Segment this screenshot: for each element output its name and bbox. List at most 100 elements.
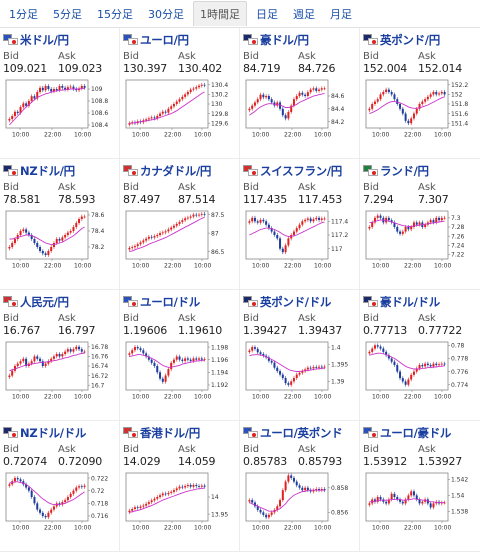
y-tick-label: 108.4 [91, 122, 108, 129]
y-tick-label: 16.7 [91, 382, 105, 389]
candle [55, 89, 58, 91]
x-tick-label: 22:00 [44, 263, 61, 270]
candle [64, 87, 67, 90]
pair-name-link[interactable]: NZドル/円 [20, 163, 75, 178]
pair-name-link[interactable]: スイスフラン/円 [260, 163, 342, 178]
candle [172, 359, 175, 363]
pair-name-link[interactable]: 香港ドル/円 [140, 425, 200, 440]
pair-name-link[interactable]: 米ドル/円 [20, 32, 69, 47]
tab-2[interactable]: 15分足 [97, 7, 133, 21]
pair-name-link[interactable]: ユーロ/豪ドル [380, 425, 452, 440]
bid-value: 130.397 [123, 62, 168, 75]
candle [256, 506, 259, 510]
tab-1[interactable]: 5分足 [53, 7, 82, 21]
price-chart[interactable]: 78.6 78.4 78.2 10:00 22:00 10:00 [3, 209, 117, 271]
currency-pair-card[interactable]: 香港ドル/円 Bid Ask 14.029 14.059 14 13.95 10:00 22:0… [120, 421, 240, 552]
candle [164, 493, 167, 495]
candle [142, 505, 145, 507]
currency-pair-card[interactable]: ユーロ/円 Bid Ask 130.397 130.402 130.4 130.2 130 12… [120, 28, 240, 159]
currency-pair-card[interactable]: NZドル/ドル Bid Ask 0.72074 0.72090 0.722 0.72 0.71… [0, 421, 120, 552]
candle [128, 123, 131, 125]
x-tick-label: 22:00 [164, 525, 181, 532]
candle [259, 219, 262, 223]
pair-name-link[interactable]: 豪ドル/円 [260, 32, 309, 47]
candle [142, 350, 145, 354]
candle [251, 500, 254, 503]
bid-label: Bid [123, 313, 139, 324]
candle [306, 487, 309, 491]
pair-name-link[interactable]: 人民元/円 [20, 294, 69, 309]
plot-frame [245, 210, 329, 260]
currency-pair-card[interactable]: 豪ドル/円 Bid Ask 84.719 84.726 84.6 84.4 84.2 10:00… [240, 28, 360, 159]
candle [55, 239, 58, 243]
pair-name-link[interactable]: ユーロ/ドル [140, 294, 200, 309]
bid-label: Bid [363, 444, 379, 455]
candle [181, 359, 184, 361]
candle [376, 99, 379, 102]
candle [385, 217, 388, 223]
tab-7[interactable]: 月足 [330, 7, 352, 21]
pair-name-link[interactable]: 英ポンド/ドル [260, 294, 332, 309]
candle [323, 489, 326, 491]
candle [25, 229, 28, 233]
currency-pair-card[interactable]: ユーロ/英ポンド Bid Ask 0.85783 0.85793 0.858 0.856 10… [240, 421, 360, 552]
candle [270, 99, 273, 103]
price-chart[interactable]: 117.4 117.2 117 10:00 22:00 10:00 [243, 209, 357, 271]
candle [36, 92, 39, 99]
bid-ask: Bid Ask 7.294 7.307 [363, 182, 477, 206]
tab-4[interactable]: 1時間足 [193, 1, 247, 26]
currency-pair-card[interactable]: 豪ドル/ドル Bid Ask 0.77713 0.77722 0.78 0.778 0.776… [360, 290, 480, 421]
y-tick-label: 109 [91, 86, 103, 93]
price-chart[interactable]: 0.858 0.856 10:00 22:00 10:00 [243, 471, 357, 533]
currency-pair-card[interactable]: 英ポンド/円 Bid Ask 152.004 152.014 152.2 152 151.8 1… [360, 28, 480, 159]
y-tick-label: 7.3 [451, 215, 461, 222]
tab-5[interactable]: 日足 [256, 7, 278, 21]
currency-pair-card[interactable]: ユーロ/ドル Bid Ask 1.19606 1.19610 1.198 1.196 1.19… [120, 290, 240, 421]
pair-name-link[interactable]: 豪ドル/ドル [380, 294, 440, 309]
candle [407, 495, 410, 500]
pair-name-link[interactable]: ユーロ/英ポンド [260, 425, 343, 440]
pair-name-link[interactable]: カナダドル/円 [140, 163, 212, 178]
currency-pair-card[interactable]: 人民元/円 Bid Ask 16.767 16.797 16.78 16.76 16.74 16… [0, 290, 120, 421]
y-tick-label: 86.5 [211, 249, 225, 256]
tab-6[interactable]: 週足 [293, 7, 315, 21]
currency-pair-card[interactable]: カナダドル/円 Bid Ask 87.497 87.514 87.5 87 86.5 10:00… [120, 159, 240, 290]
pair-name-link[interactable]: NZドル/ドル [20, 425, 87, 440]
y-tick-label: 0.774 [451, 382, 468, 389]
pair-name-link[interactable]: 英ポンド/円 [380, 32, 440, 47]
bid-value: 1.39427 [243, 324, 288, 337]
candle [136, 347, 139, 349]
currency-pair-card[interactable]: 英ポンド/ドル Bid Ask 1.39427 1.39437 1.4 1.395 1.39 1… [240, 290, 360, 421]
candle [438, 364, 441, 366]
currency-pair-card[interactable]: 米ドル/円 Bid Ask 109.021 109.023 109 108.8 108.6 10… [0, 28, 120, 159]
candle [292, 231, 295, 235]
flag-icon [3, 296, 19, 307]
currency-pair-card[interactable]: ランド/円 Bid Ask 7.294 7.307 7.3 7.28 7.26 7.24 7.22… [360, 159, 480, 290]
flag-icon [363, 296, 379, 307]
candle [440, 92, 443, 94]
candle [385, 89, 388, 92]
candle [186, 485, 189, 487]
currency-pair-card[interactable]: スイスフラン/円 Bid Ask 117.435 117.453 117.4 117.2 11… [240, 159, 360, 290]
price-chart[interactable]: 1.542 1.54 1.538 10:00 22:00 10:00 [363, 471, 477, 533]
tab-3[interactable]: 30分足 [148, 7, 184, 21]
price-chart[interactable]: 84.684.484.210:00 22:00 10:00 [243, 78, 357, 140]
tab-0[interactable]: 1分足 [9, 7, 38, 21]
currency-pair-card[interactable]: NZドル/円 Bid Ask 78.581 78.593 78.6 78.4 78.2 10:0… [0, 159, 120, 290]
price-chart[interactable]: 1.4 1.395 1.39 10:00 22:00 10:00 [243, 340, 357, 402]
currency-pair-card[interactable]: ユーロ/豪ドル Bid Ask 1.53912 1.53927 1.542 1.54 1.53… [360, 421, 480, 552]
pair-name-link[interactable]: ユーロ/円 [140, 32, 189, 47]
pair-name-link[interactable]: ランド/円 [380, 163, 429, 178]
candle [184, 94, 187, 97]
y-tick-label: 152 [451, 92, 463, 99]
